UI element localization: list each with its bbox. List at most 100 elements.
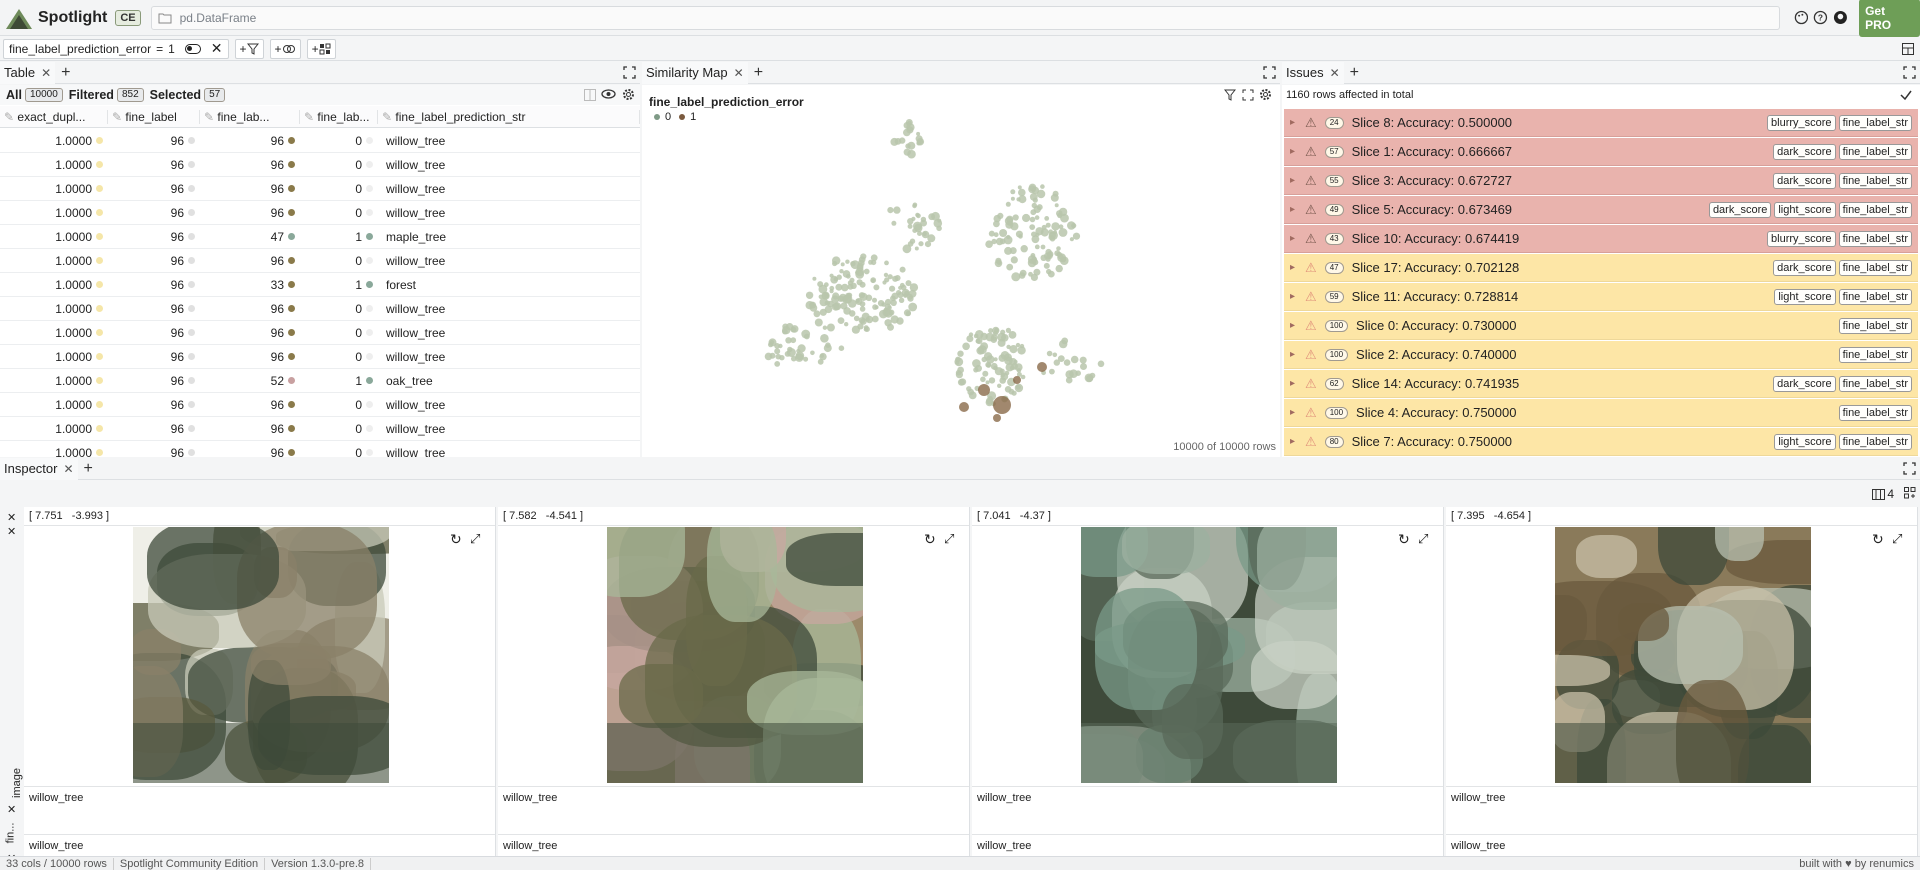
map-point[interactable] xyxy=(1018,195,1027,204)
map-point[interactable] xyxy=(1032,197,1038,203)
expand-icon[interactable]: ⤢ xyxy=(944,531,955,546)
map-point[interactable] xyxy=(981,356,987,363)
map-point[interactable] xyxy=(857,323,864,330)
map-point[interactable] xyxy=(988,377,996,384)
map-point[interactable] xyxy=(1097,360,1105,368)
map-point[interactable] xyxy=(881,302,886,307)
issue-tag[interactable]: light_score xyxy=(1774,201,1836,218)
map-point[interactable] xyxy=(907,295,914,302)
map-point[interactable] xyxy=(822,292,829,299)
map-point-selected[interactable] xyxy=(993,396,1011,414)
map-point[interactable] xyxy=(955,369,962,376)
path-input[interactable]: pd.DataFrame xyxy=(150,5,1780,30)
map-point-selected[interactable] xyxy=(993,414,1001,422)
expand-icon[interactable] xyxy=(1903,462,1916,475)
issue-row[interactable]: ▸ ⚠ 80 Slice 7: Accuracy: 0.750000 light_sco… xyxy=(1284,428,1918,456)
map-point[interactable] xyxy=(843,294,853,304)
map-point[interactable] xyxy=(859,301,866,307)
map-point[interactable] xyxy=(995,237,1004,246)
map-point[interactable] xyxy=(868,259,874,265)
chevron-right-icon[interactable]: ▸ xyxy=(1290,204,1296,215)
filter-chip[interactable]: fine_label_prediction_error = 1 ✕ xyxy=(3,38,229,59)
expand-icon[interactable]: ⤢ xyxy=(1418,531,1429,546)
map-point[interactable] xyxy=(872,304,878,310)
chevron-right-icon[interactable]: ▸ xyxy=(1290,320,1296,331)
map-point[interactable] xyxy=(839,269,844,274)
map-point[interactable] xyxy=(796,348,801,354)
map-point[interactable] xyxy=(891,292,899,300)
map-point[interactable] xyxy=(891,220,897,226)
layout-icon[interactable] xyxy=(1902,43,1914,55)
issue-row[interactable]: ▸ ⚠ 43 Slice 10: Accuracy: 0.674419 blurry_s… xyxy=(1284,225,1918,253)
expand-icon[interactable] xyxy=(1263,66,1276,79)
map-point[interactable] xyxy=(897,291,904,299)
map-point[interactable] xyxy=(859,306,866,312)
issue-tag[interactable]: light_score xyxy=(1774,288,1836,305)
map-point[interactable] xyxy=(790,326,797,333)
map-point[interactable] xyxy=(870,277,877,284)
map-point[interactable] xyxy=(1031,235,1040,244)
map-point[interactable] xyxy=(840,262,845,267)
map-point[interactable] xyxy=(1035,227,1044,236)
map-point[interactable] xyxy=(905,143,911,149)
map-point[interactable] xyxy=(1010,196,1015,201)
map-point[interactable] xyxy=(774,361,781,367)
row-close-icon[interactable]: ✕ xyxy=(7,804,17,816)
map-point[interactable] xyxy=(1020,374,1026,380)
map-point[interactable] xyxy=(903,293,908,298)
map-point[interactable] xyxy=(1043,262,1050,269)
map-point[interactable] xyxy=(1010,256,1018,264)
map-point[interactable] xyxy=(924,241,932,248)
issue-tag[interactable]: fine_label_str xyxy=(1838,259,1912,276)
inspector-card[interactable]: [ 7.582 -4.541 ] ↻ ⤢ willow_tree willow_tree xyxy=(498,507,970,856)
map-point[interactable] xyxy=(1054,203,1059,208)
settings-icon[interactable] xyxy=(1259,88,1272,101)
map-point[interactable] xyxy=(1010,222,1019,231)
map-point[interactable] xyxy=(1000,351,1010,360)
map-point[interactable] xyxy=(829,273,834,278)
chevron-right-icon[interactable]: ▸ xyxy=(1290,262,1296,273)
row-close-icon[interactable]: ✕ xyxy=(7,512,17,524)
table-row[interactable]: 1.0000 96 47 1 maple_tree xyxy=(0,225,640,249)
map-point[interactable] xyxy=(819,297,828,307)
map-point[interactable] xyxy=(1009,358,1017,366)
help-icon[interactable]: ? xyxy=(1813,10,1828,25)
rotate-icon[interactable]: ↻ xyxy=(1872,531,1884,547)
map-point[interactable] xyxy=(847,283,854,290)
tab-similarity-map[interactable]: Similarity Map ✕ xyxy=(642,61,748,84)
map-point[interactable] xyxy=(955,356,961,362)
expand-icon[interactable] xyxy=(623,66,636,79)
add-predicate-filter-button[interactable]: + xyxy=(306,38,336,59)
map-point[interactable] xyxy=(1000,372,1009,381)
map-point[interactable] xyxy=(1013,359,1018,364)
map-point[interactable] xyxy=(1004,246,1013,255)
map-point[interactable] xyxy=(814,318,823,327)
chevron-right-icon[interactable]: ▸ xyxy=(1290,175,1296,186)
issue-row[interactable]: ▸ ⚠ 100 Slice 4: Accuracy: 0.750000 fine_lab… xyxy=(1284,399,1918,427)
map-point[interactable] xyxy=(912,202,918,208)
map-point[interactable] xyxy=(967,388,974,396)
map-point[interactable] xyxy=(884,260,889,266)
map-point[interactable] xyxy=(1053,359,1060,366)
map-point[interactable] xyxy=(1022,213,1031,223)
map-point[interactable] xyxy=(1063,359,1071,366)
map-point[interactable] xyxy=(887,207,894,214)
map-point[interactable] xyxy=(1055,264,1063,273)
close-icon[interactable]: ✕ xyxy=(63,461,74,476)
similarity-scatter[interactable] xyxy=(642,85,1280,457)
add-filter-button[interactable]: + xyxy=(234,38,264,59)
map-point[interactable] xyxy=(857,262,864,270)
check-icon[interactable] xyxy=(1900,89,1912,101)
issue-tag[interactable]: dark_score xyxy=(1773,143,1836,160)
map-point[interactable] xyxy=(764,352,773,361)
map-point[interactable] xyxy=(1044,216,1050,221)
map-point[interactable] xyxy=(1020,245,1028,253)
sample-image[interactable] xyxy=(1081,527,1337,783)
map-point[interactable] xyxy=(837,295,844,302)
issue-tag[interactable]: fine_label_str xyxy=(1838,404,1912,421)
map-point[interactable] xyxy=(848,310,856,317)
map-point[interactable] xyxy=(1072,232,1081,240)
map-point[interactable] xyxy=(927,234,936,243)
tab-issues[interactable]: Issues ✕ xyxy=(1282,61,1344,84)
map-point[interactable] xyxy=(962,342,970,351)
